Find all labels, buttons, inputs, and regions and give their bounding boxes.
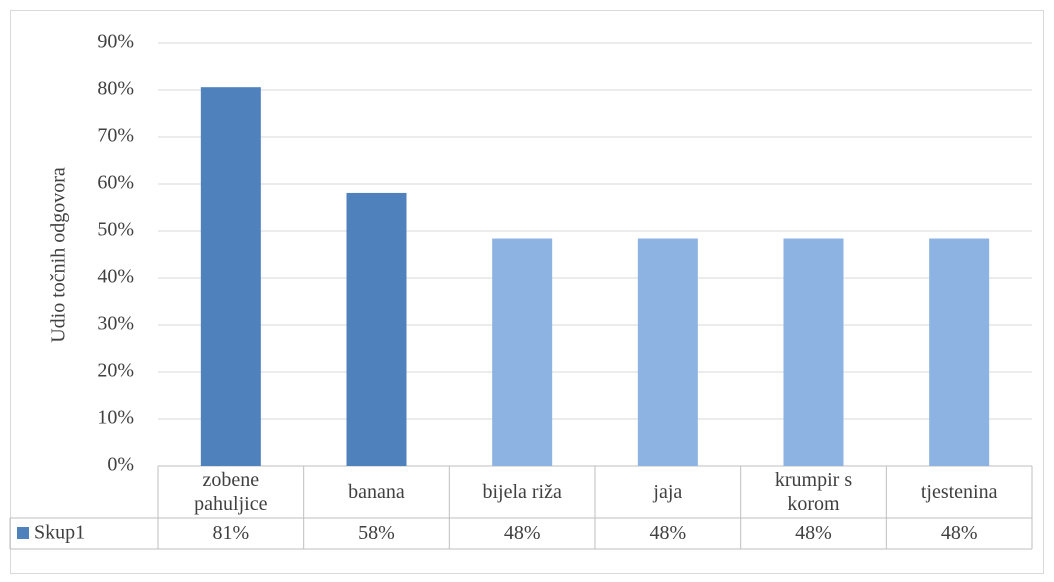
- y-tick-label: 60%: [97, 172, 134, 194]
- y-tick-label: 0%: [107, 454, 134, 476]
- y-tick-label: 50%: [97, 219, 134, 241]
- y-tick-label: 90%: [97, 31, 134, 53]
- data-label: 48%: [649, 522, 686, 544]
- data-label: 58%: [358, 522, 395, 544]
- bar: [783, 238, 844, 466]
- y-tick-label: 20%: [97, 360, 134, 382]
- legend-label: Skup1: [34, 522, 85, 544]
- bar: [346, 192, 407, 466]
- data-label: 48%: [504, 522, 541, 544]
- x-tick-label: tjestenina: [920, 481, 998, 503]
- y-tick-label: 40%: [97, 266, 134, 288]
- x-tick-label: jaja: [653, 481, 683, 503]
- data-label: 81%: [212, 522, 249, 544]
- x-tick-label: bijela riža: [482, 481, 562, 503]
- legend-key: [17, 527, 29, 539]
- y-tick-label: 80%: [97, 78, 134, 100]
- bar: [929, 238, 990, 466]
- bar: [200, 87, 261, 467]
- x-tick-label: krumpir s korom: [774, 469, 853, 515]
- y-axis-label: Udio točnih odgovora: [48, 167, 70, 343]
- x-tick-label: zobene pahuljice: [194, 469, 268, 515]
- bar: [637, 238, 698, 466]
- x-tick-label: banana: [348, 481, 405, 503]
- data-label: 48%: [795, 522, 832, 544]
- y-tick-label: 70%: [97, 125, 134, 147]
- y-tick-label: 30%: [97, 313, 134, 335]
- y-tick-label: 10%: [97, 407, 134, 429]
- bar: [492, 238, 553, 466]
- data-label: 48%: [941, 522, 978, 544]
